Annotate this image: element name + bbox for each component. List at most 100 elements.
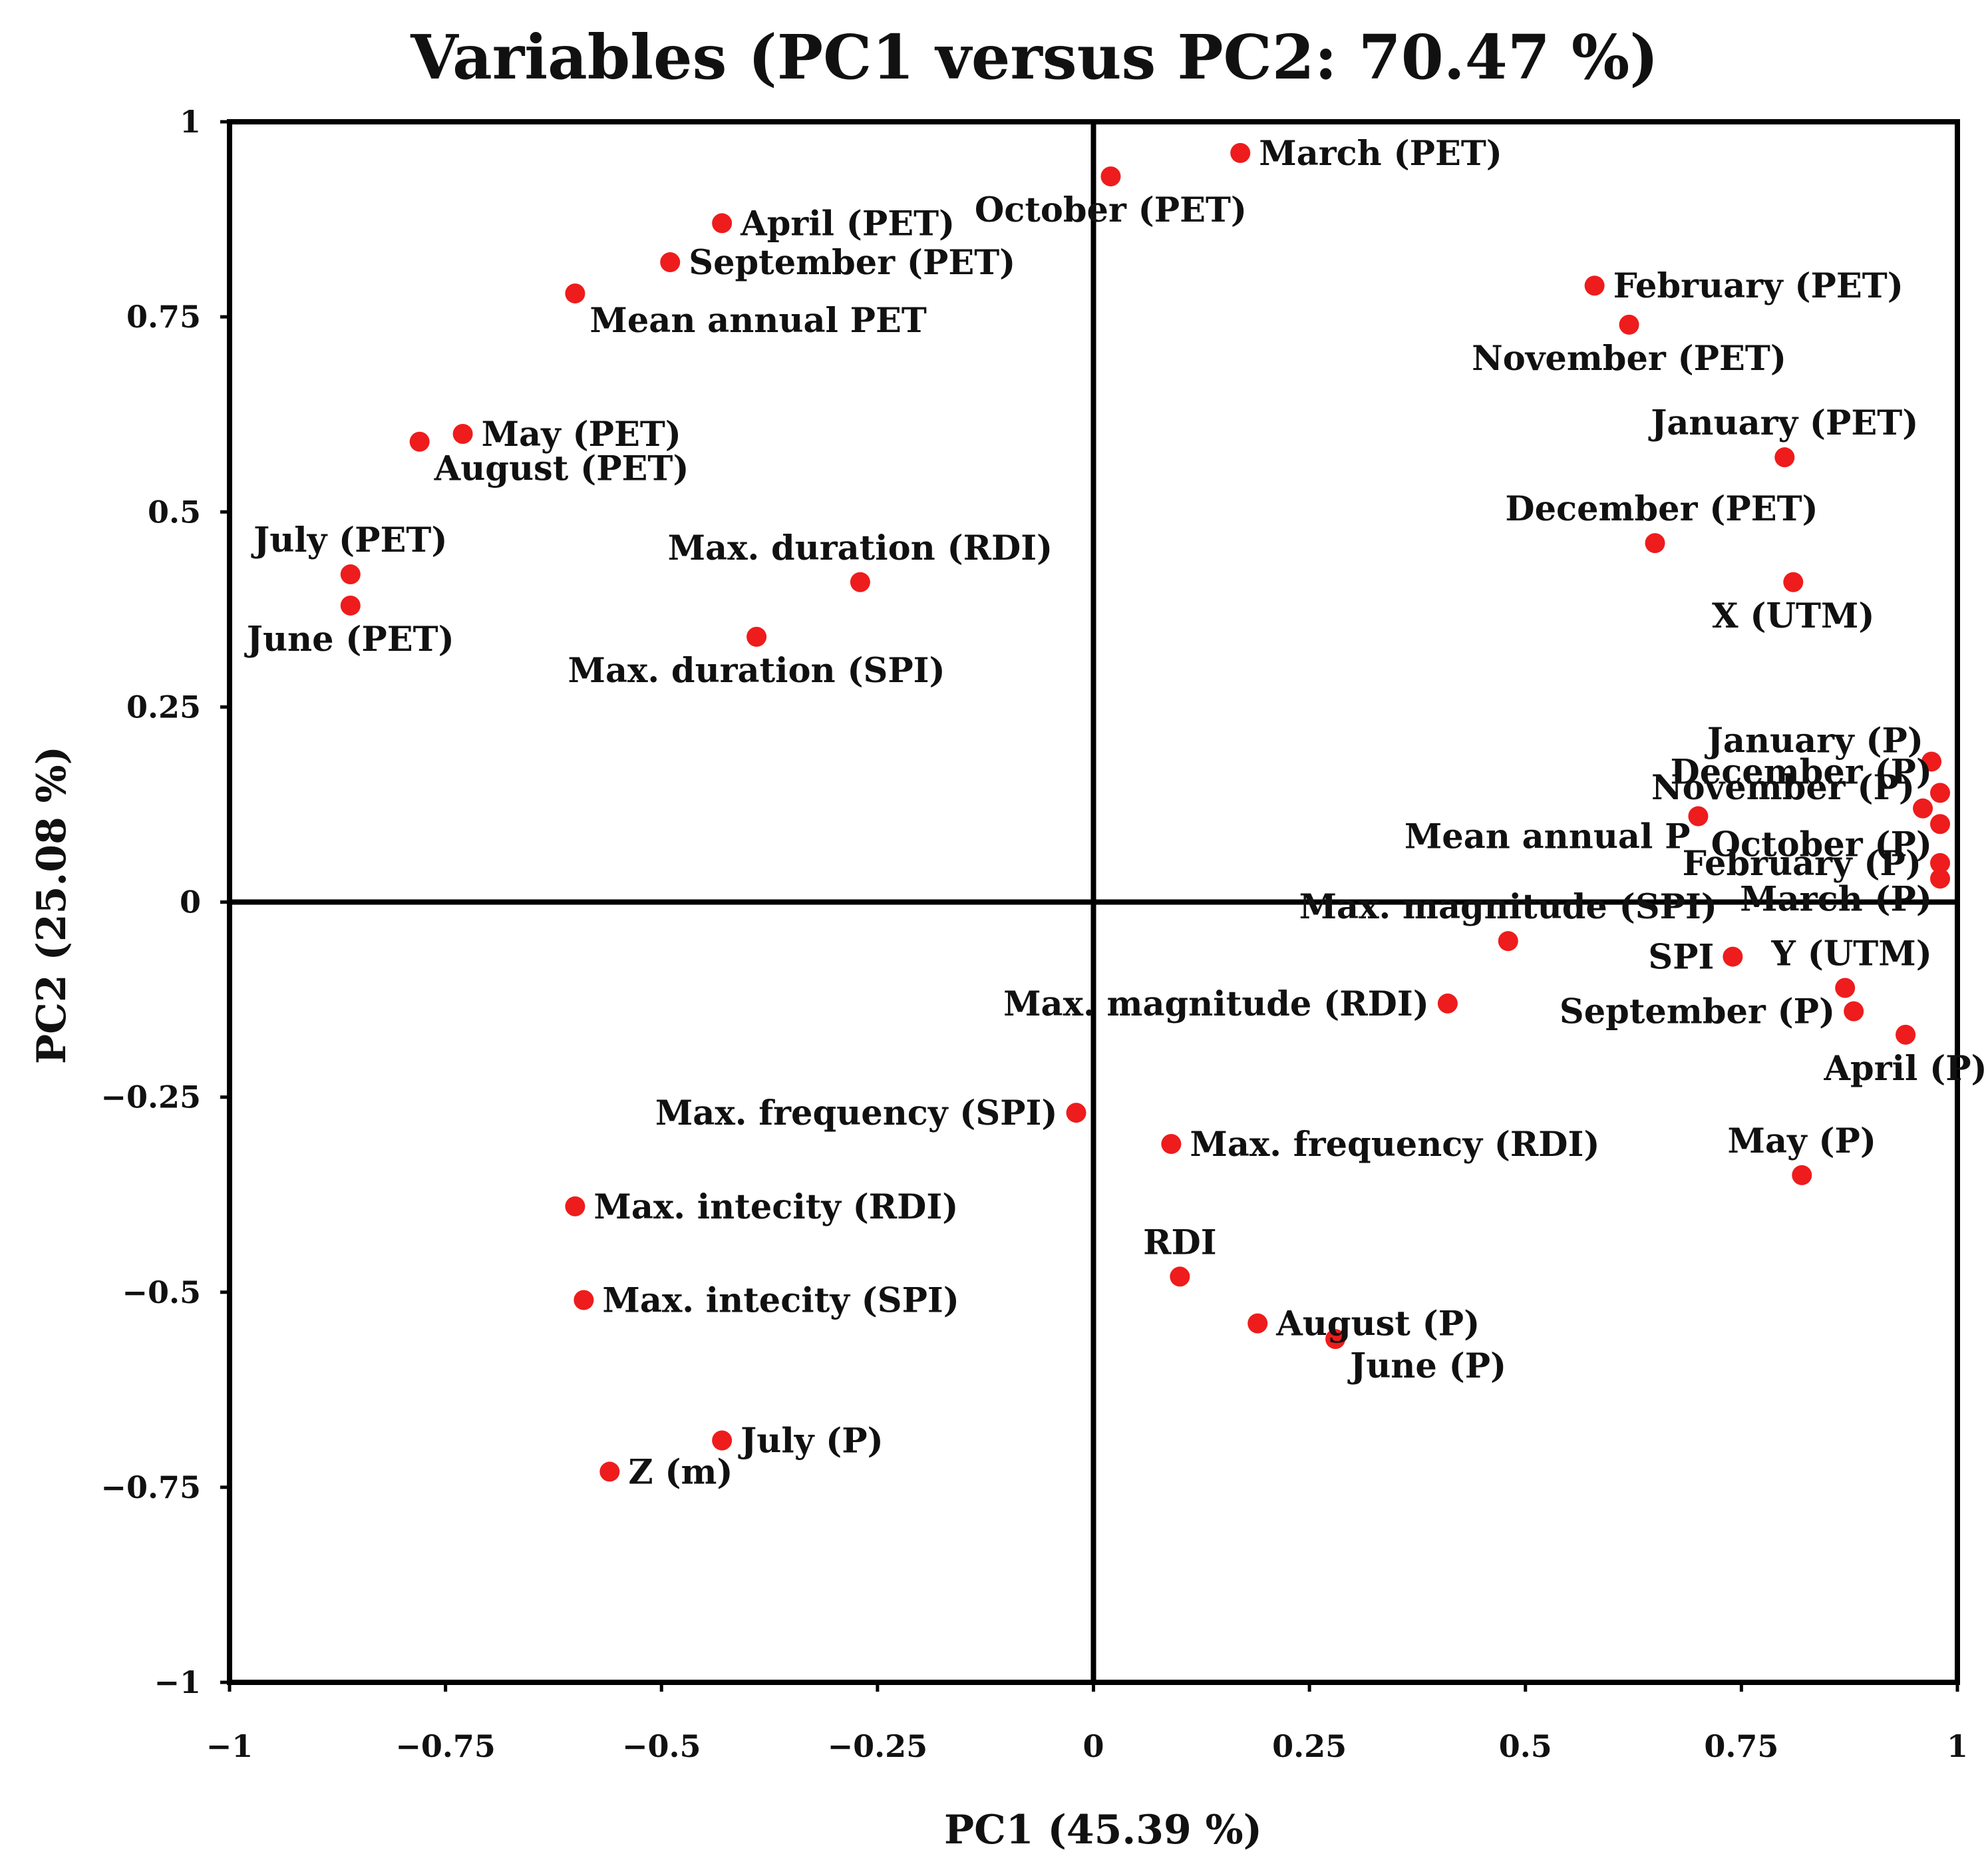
y-axis-title: PC2 (25.08 %) <box>29 746 75 1064</box>
point-april-pet <box>712 213 733 234</box>
point-may-pet <box>452 424 473 444</box>
x-tick-label: 0.75 <box>1704 1728 1778 1764</box>
label-february-p: February (P) <box>1683 844 1921 884</box>
point-x-utm <box>1783 572 1804 592</box>
label-october-pet: October (PET) <box>975 190 1247 230</box>
point-june-pet <box>340 595 361 616</box>
label-january-p: January (P) <box>1705 721 1923 761</box>
label-february-pet: February (PET) <box>1613 266 1903 306</box>
label-august-pet: August (PET) <box>434 449 689 489</box>
y-tick-label: 1 <box>180 104 201 140</box>
label-max-magnitude-rdi: Max. magnitude (RDI) <box>1003 984 1429 1024</box>
point-november-p <box>1913 798 1933 819</box>
point-mean-annual-pet <box>565 283 585 303</box>
point-november-pet <box>1619 314 1639 335</box>
label-june-p: June (P) <box>1347 1346 1506 1386</box>
point-september-pet <box>660 252 681 273</box>
point-max-magnitude-rdi <box>1437 993 1458 1014</box>
label-september-p: September (P) <box>1560 992 1835 1032</box>
point-july-p <box>712 1430 733 1451</box>
point-february-pet <box>1584 276 1605 296</box>
label-december-pet: December (PET) <box>1505 489 1818 529</box>
label-max-intecity-rdi: Max. intecity (RDI) <box>593 1187 958 1227</box>
point-june-p <box>1325 1329 1346 1350</box>
point-august-p <box>1247 1313 1268 1334</box>
point-august-pet <box>409 431 430 452</box>
label-max-magnitude-spi: Max. magnitude (SPI) <box>1299 887 1717 927</box>
point-max-intecity-rdi <box>565 1196 585 1217</box>
label-november-p: November (P) <box>1651 768 1915 808</box>
point-spi <box>1723 946 1743 967</box>
label-max-frequency-rdi: Max. frequency (RDI) <box>1190 1125 1599 1165</box>
point-may-p <box>1792 1165 1812 1185</box>
y-tick-label: −0.25 <box>100 1079 201 1115</box>
y-axis-ticks: 1 0.75 0.5 0.25 0 −0.25 −0.5 −0.75 −1 <box>100 104 230 1700</box>
label-mean-annual-pet: Mean annual PET <box>589 301 926 341</box>
x-tick-label: −0.75 <box>395 1728 496 1764</box>
label-may-pet: May (PET) <box>482 415 681 455</box>
zero-lines <box>230 122 1957 1682</box>
y-tick-label: −0.75 <box>100 1469 201 1505</box>
y-tick-label: 0 <box>180 884 201 920</box>
point-max-duration-rdi <box>850 572 870 592</box>
point-z-m <box>599 1461 620 1482</box>
x-axis-ticks: −1 −0.75 −0.5 −0.25 0 0.25 0.5 0.75 1 <box>206 1682 1968 1764</box>
x-tick-label: −1 <box>206 1728 253 1764</box>
label-march-pet: March (PET) <box>1259 134 1502 174</box>
point-february-p <box>1930 852 1951 873</box>
label-july-p: July (P) <box>738 1421 884 1461</box>
label-november-pet: November (PET) <box>1472 339 1786 379</box>
label-mean-annual-p: Mean annual P <box>1405 817 1691 857</box>
point-max-frequency-spi <box>1066 1103 1086 1123</box>
point-january-pet <box>1774 447 1795 468</box>
x-tick-label: 0.25 <box>1272 1728 1347 1764</box>
y-tick-label: 0.75 <box>126 299 201 335</box>
point-april-p <box>1896 1024 1916 1045</box>
x-tick-label: −0.5 <box>622 1728 701 1764</box>
point-december-pet <box>1645 533 1665 554</box>
label-august-p: August (P) <box>1275 1304 1480 1344</box>
label-y-utm: Y (UTM) <box>1771 934 1932 974</box>
point-march-p <box>1930 868 1951 889</box>
label-z-m: Z (m) <box>628 1452 733 1492</box>
point-max-duration-spi <box>746 626 767 647</box>
label-x-utm: X (UTM) <box>1712 596 1874 636</box>
label-may-p: May (P) <box>1728 1121 1877 1161</box>
point-january-p <box>1921 751 1942 772</box>
label-june-pet: June (PET) <box>244 620 454 659</box>
label-max-frequency-spi: Max. frequency (SPI) <box>655 1093 1058 1133</box>
x-tick-label: 0 <box>1082 1728 1104 1764</box>
point-rdi <box>1170 1266 1190 1287</box>
point-y-utm <box>1835 978 1856 998</box>
label-october-p: October (P) <box>1711 825 1932 864</box>
y-tick-label: 0.25 <box>126 689 201 725</box>
label-rdi: RDI <box>1143 1222 1216 1262</box>
label-december-p: December (P) <box>1671 752 1932 792</box>
point-labels: March (PET)October (PET)April (PET)Septe… <box>244 134 1986 1493</box>
point-max-intecity-spi <box>574 1290 594 1310</box>
point-max-frequency-rdi <box>1161 1133 1182 1154</box>
point-march-pet <box>1230 142 1251 163</box>
label-april-pet: April (PET) <box>740 204 955 244</box>
label-max-intecity-spi: Max. intecity (SPI) <box>602 1280 959 1320</box>
label-july-pet: July (PET) <box>251 520 447 560</box>
y-tick-label: −1 <box>154 1664 201 1700</box>
y-tick-label: −0.5 <box>122 1274 201 1310</box>
point-september-p <box>1844 1001 1864 1022</box>
label-max-duration-spi: Max. duration (SPI) <box>568 651 945 691</box>
y-tick-label: 0.5 <box>148 494 201 530</box>
label-april-p: April (P) <box>1823 1049 1986 1089</box>
point-july-pet <box>340 564 361 585</box>
x-tick-label: 1 <box>1947 1728 1968 1764</box>
chart-title: Variables (PC1 versus PC2: 70.47 %) <box>410 21 1659 93</box>
point-max-magnitude-spi <box>1498 931 1518 952</box>
point-october-pet <box>1100 166 1121 187</box>
label-march-p: March (P) <box>1740 879 1932 919</box>
point-october-p <box>1930 814 1951 835</box>
label-september-pet: September (PET) <box>689 243 1015 283</box>
x-tick-label: −0.25 <box>828 1728 928 1764</box>
point-mean-annual-p <box>1688 806 1709 827</box>
x-axis-title: PC1 (45.39 %) <box>944 1807 1262 1853</box>
point-december-p <box>1930 783 1951 803</box>
